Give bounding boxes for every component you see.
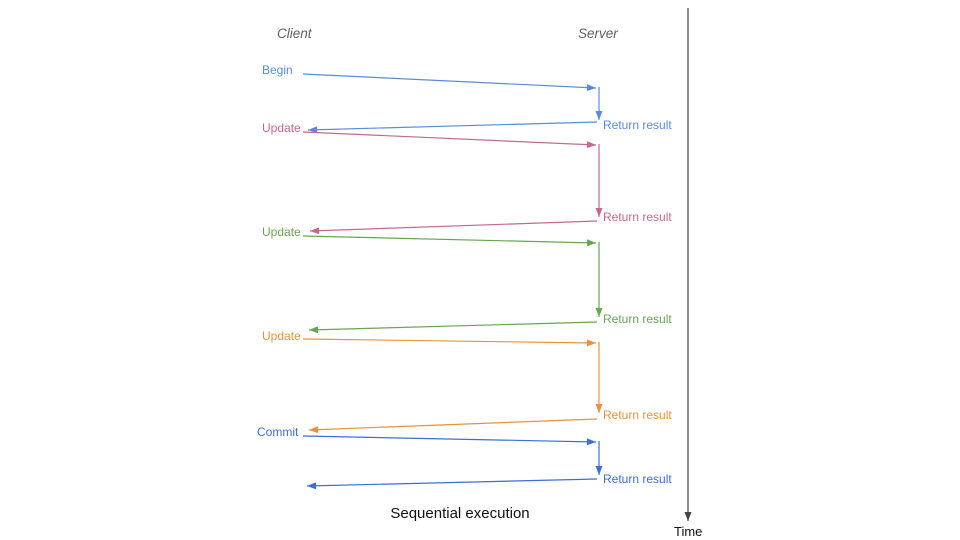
time-axis-label: Time [674, 524, 703, 539]
return-label-update-2: Return result [603, 312, 672, 326]
return-label-begin: Return result [603, 118, 672, 132]
return-label-commit: Return result [603, 472, 672, 486]
request-arrow-update-2 [302, 235, 597, 247]
return-label-update-1: Return result [603, 210, 672, 224]
return-arrow-update-1 [309, 220, 598, 235]
message-label-update-3: Update [262, 329, 301, 343]
return-arrow-commit [306, 478, 598, 490]
request-arrow-commit [302, 435, 597, 446]
return-arrow-begin [307, 121, 598, 134]
message-label-update-1: Update [262, 121, 301, 135]
return-label-update-3: Return result [603, 408, 672, 422]
return-arrow-update-2 [308, 321, 598, 334]
message-label-begin: Begin [262, 63, 293, 77]
diagram-caption: Sequential execution [390, 505, 530, 522]
message-label-update-2: Update [262, 225, 301, 239]
request-arrow-update-3 [302, 338, 597, 347]
request-arrow-update-1 [302, 131, 597, 149]
server-header: Server [578, 26, 618, 41]
message-label-commit: Commit [257, 425, 299, 439]
request-arrow-begin [302, 73, 597, 92]
client-header: Client [277, 26, 312, 41]
return-arrow-update-3 [308, 418, 598, 434]
